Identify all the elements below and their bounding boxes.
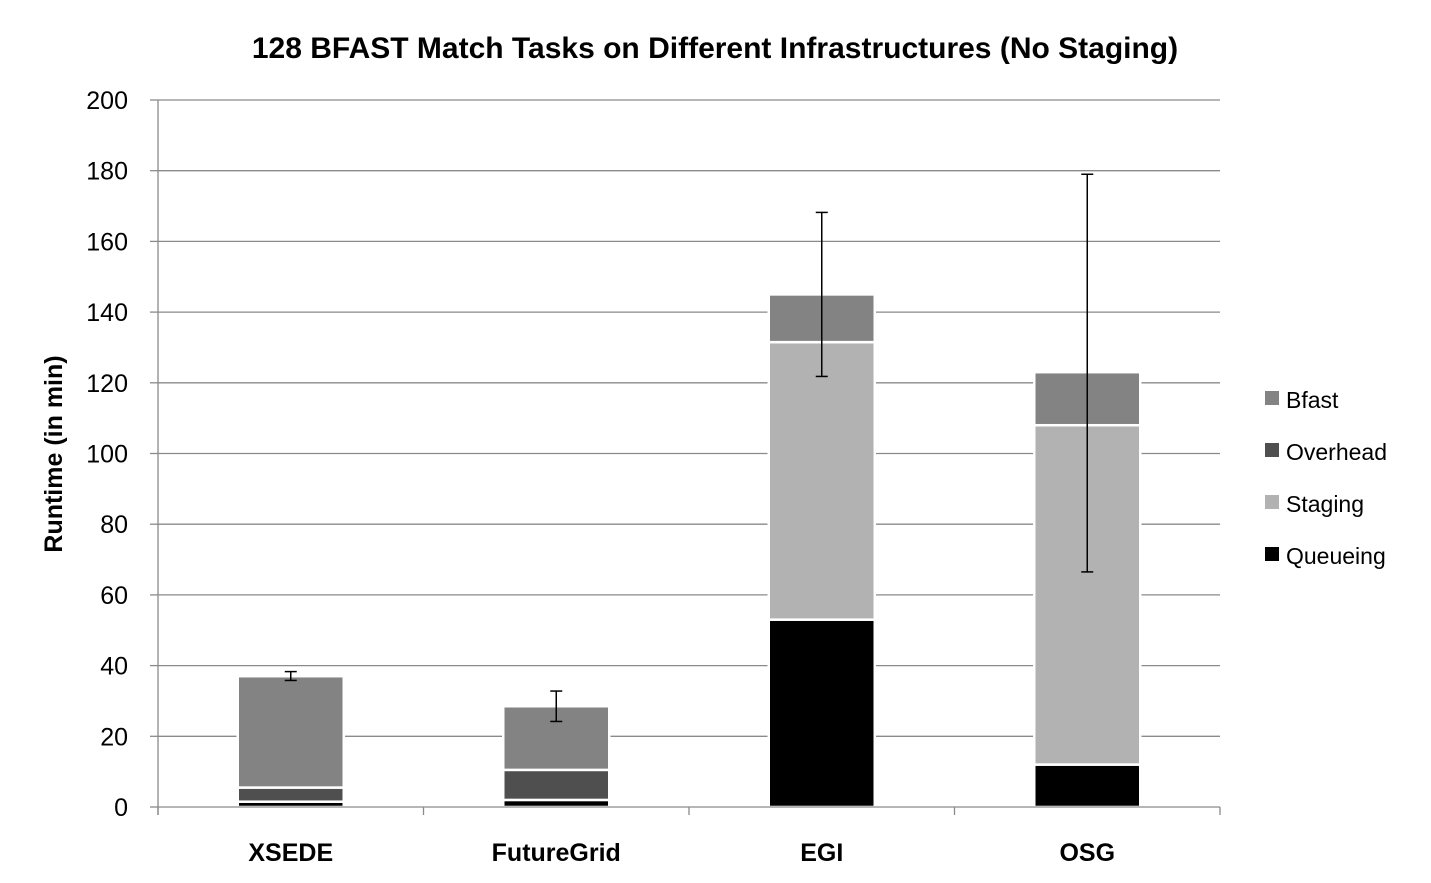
bar-segment-queueing <box>1033 763 1142 809</box>
y-tick-label: 180 <box>86 158 128 186</box>
x-tick-label: OSG <box>1059 839 1115 867</box>
y-tick-label: 60 <box>100 582 128 610</box>
bars <box>236 293 1142 809</box>
error-bar <box>284 670 297 682</box>
chart-title: 128 BFAST Match Tasks on Different Infra… <box>252 32 1178 65</box>
y-tick-label: 40 <box>100 653 128 681</box>
y-axis-ticks: 0 20 40 60 80 100 120 140 160 180 200 <box>86 87 128 822</box>
error-bar <box>815 211 828 378</box>
legend-item: Bfast <box>1265 387 1339 413</box>
x-tick-label: FutureGrid <box>492 839 621 867</box>
legend-item: Overhead <box>1265 439 1387 465</box>
y-tick-label: 200 <box>86 87 128 115</box>
error-bar <box>1081 173 1094 573</box>
legend-label: Queueing <box>1286 543 1386 569</box>
legend-swatch <box>1265 391 1279 405</box>
bar-segment-staging <box>767 340 876 621</box>
legend-label: Staging <box>1286 491 1364 517</box>
y-tick-label: 160 <box>86 228 128 256</box>
bar-segment-overhead <box>502 768 611 802</box>
error-bars <box>284 173 1094 723</box>
y-tick-label: 0 <box>114 794 128 822</box>
legend-swatch <box>1265 495 1279 509</box>
legend-item: Staging <box>1265 491 1364 517</box>
legend-label: Bfast <box>1286 387 1339 413</box>
y-tick-label: 100 <box>86 441 128 469</box>
legend-swatch <box>1265 443 1279 457</box>
x-tick-label: EGI <box>800 839 843 867</box>
error-bar <box>550 690 563 723</box>
y-axis-label: Runtime (in min) <box>40 355 68 552</box>
x-axis-labels: XSEDE FutureGrid EGI OSG <box>248 839 1115 867</box>
legend-item: Queueing <box>1265 543 1386 569</box>
bar-segment-overhead <box>236 786 345 803</box>
axes <box>157 100 1221 815</box>
legend-swatch <box>1265 547 1279 561</box>
bar-segment-staging <box>1033 423 1142 766</box>
y-tick-label: 80 <box>100 511 128 539</box>
y-tick-label: 140 <box>86 299 128 327</box>
x-tick-label: XSEDE <box>248 839 333 867</box>
legend-label: Overhead <box>1286 439 1387 465</box>
legend: Bfast Overhead Staging Queueing <box>1265 387 1387 569</box>
bar-segment-queueing <box>767 618 876 809</box>
y-tick-label: 120 <box>86 370 128 398</box>
y-tick-label: 20 <box>100 723 128 751</box>
bar-segment-bfast <box>236 674 345 789</box>
